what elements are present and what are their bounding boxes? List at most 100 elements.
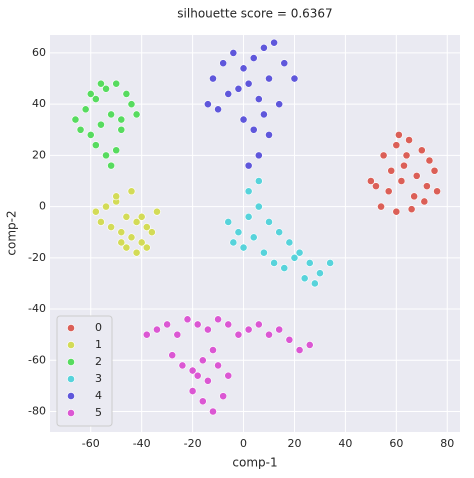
point <box>142 243 151 252</box>
point <box>290 74 299 83</box>
point <box>300 274 309 283</box>
point <box>402 151 411 160</box>
point <box>203 376 212 385</box>
point <box>142 223 151 231</box>
point <box>244 212 253 221</box>
point <box>147 228 156 237</box>
point <box>224 371 233 380</box>
point <box>163 320 172 329</box>
point <box>137 238 146 247</box>
point <box>295 346 304 354</box>
point <box>132 248 141 257</box>
point <box>219 392 228 401</box>
legend-label: 4 <box>95 389 102 402</box>
point <box>173 330 182 339</box>
point <box>239 243 248 252</box>
point <box>102 202 110 211</box>
point <box>112 79 121 88</box>
point <box>188 387 197 395</box>
point <box>97 79 105 88</box>
point <box>326 259 335 267</box>
point <box>86 90 95 98</box>
y-tick-label: 60 <box>32 46 46 59</box>
point <box>260 248 268 257</box>
point <box>122 212 131 221</box>
point <box>384 187 393 196</box>
point <box>102 84 110 93</box>
point <box>132 218 141 226</box>
point <box>239 64 248 73</box>
point <box>91 95 100 103</box>
point <box>310 279 319 288</box>
point <box>117 115 126 124</box>
point <box>127 100 136 109</box>
legend-box <box>56 315 113 427</box>
point <box>234 228 243 237</box>
y-tick-label: -20 <box>28 251 46 264</box>
point <box>295 248 304 257</box>
x-tick-label: 80 <box>440 437 454 450</box>
point <box>117 228 126 237</box>
point <box>91 207 100 216</box>
point <box>153 207 161 216</box>
point <box>198 397 207 406</box>
point <box>249 125 258 134</box>
point <box>193 371 202 380</box>
point <box>265 218 273 226</box>
chart-title: silhouette score = 0.6367 <box>177 7 332 21</box>
legend-label: 5 <box>95 406 102 419</box>
x-tick-label: 0 <box>240 437 247 450</box>
point <box>270 38 278 47</box>
x-tick-label: 40 <box>338 437 352 450</box>
point <box>254 95 263 103</box>
point <box>285 238 294 247</box>
legend-label: 2 <box>95 355 102 368</box>
point <box>224 90 233 98</box>
point <box>203 325 212 334</box>
point <box>430 166 439 175</box>
point <box>270 259 278 267</box>
point <box>81 105 90 114</box>
point <box>168 351 177 360</box>
point <box>239 115 248 124</box>
legend-marker <box>67 392 75 400</box>
legend-label: 1 <box>95 338 102 351</box>
point <box>203 100 212 109</box>
point <box>280 59 289 68</box>
point <box>316 269 324 278</box>
point <box>405 136 413 144</box>
point <box>400 161 408 170</box>
y-tick-label: 20 <box>32 148 46 161</box>
point <box>244 161 253 170</box>
point <box>127 233 136 242</box>
point <box>153 325 161 334</box>
point <box>265 130 273 139</box>
point <box>254 151 263 160</box>
point <box>407 205 416 214</box>
point <box>394 130 403 139</box>
point <box>249 233 258 242</box>
point <box>224 320 233 329</box>
legend-label: 3 <box>95 372 102 385</box>
point <box>183 315 192 324</box>
x-tick-label: -20 <box>184 437 202 450</box>
point <box>265 74 273 83</box>
point <box>249 54 258 62</box>
point <box>422 182 431 191</box>
point <box>107 110 116 119</box>
y-tick-label: 0 <box>39 200 46 213</box>
point <box>76 125 85 134</box>
y-tick-label: -40 <box>28 302 46 315</box>
legend-marker <box>67 358 75 366</box>
legend-marker <box>67 375 75 383</box>
point <box>234 84 243 93</box>
point <box>107 161 116 170</box>
point <box>275 325 284 334</box>
x-axis-label: comp-1 <box>232 456 277 470</box>
y-tick-label: 40 <box>32 97 46 110</box>
point <box>224 218 233 226</box>
x-tick-label: 20 <box>287 437 301 450</box>
point <box>117 238 126 247</box>
point <box>379 151 388 160</box>
